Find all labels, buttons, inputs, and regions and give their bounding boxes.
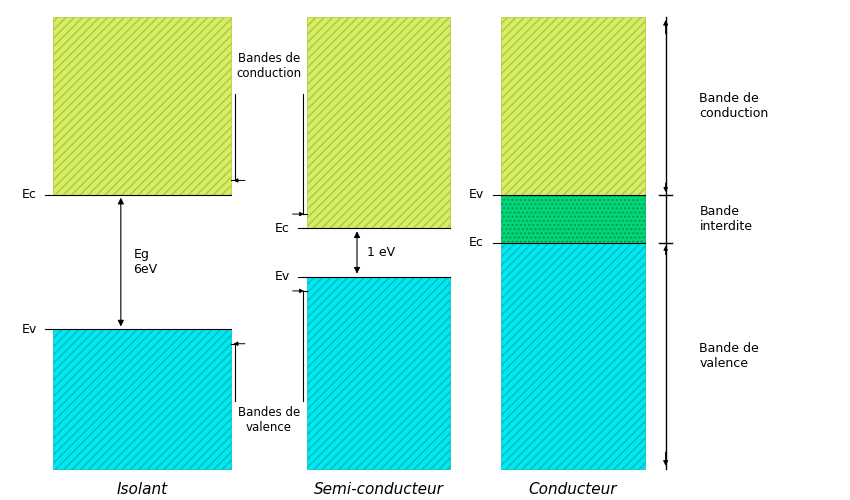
Bar <box>54 330 231 468</box>
Text: Isolant: Isolant <box>116 482 167 497</box>
Bar <box>501 195 644 243</box>
Bar <box>307 17 450 229</box>
Bar <box>501 243 644 468</box>
Text: Ec: Ec <box>22 188 37 202</box>
Bar <box>54 17 231 195</box>
Text: Ec: Ec <box>275 222 290 235</box>
Text: Ev: Ev <box>275 270 290 283</box>
Text: Bandes de
conduction: Bandes de conduction <box>236 52 302 80</box>
Text: Conducteur: Conducteur <box>529 482 617 497</box>
Bar <box>307 276 450 468</box>
Text: Eg
6eV: Eg 6eV <box>133 248 157 276</box>
Bar <box>501 17 644 195</box>
Text: Ev: Ev <box>469 188 484 202</box>
Text: Semi-conducteur: Semi-conducteur <box>314 482 444 497</box>
Text: Bandes de
valence: Bandes de valence <box>238 406 300 434</box>
Text: 1 eV: 1 eV <box>367 246 395 259</box>
Text: Bande de
valence: Bande de valence <box>700 342 759 369</box>
Text: Ec: Ec <box>469 236 484 250</box>
Text: Bande de
conduction: Bande de conduction <box>700 92 768 120</box>
Text: Bande
interdite: Bande interdite <box>700 205 752 233</box>
Text: Ev: Ev <box>21 323 37 336</box>
